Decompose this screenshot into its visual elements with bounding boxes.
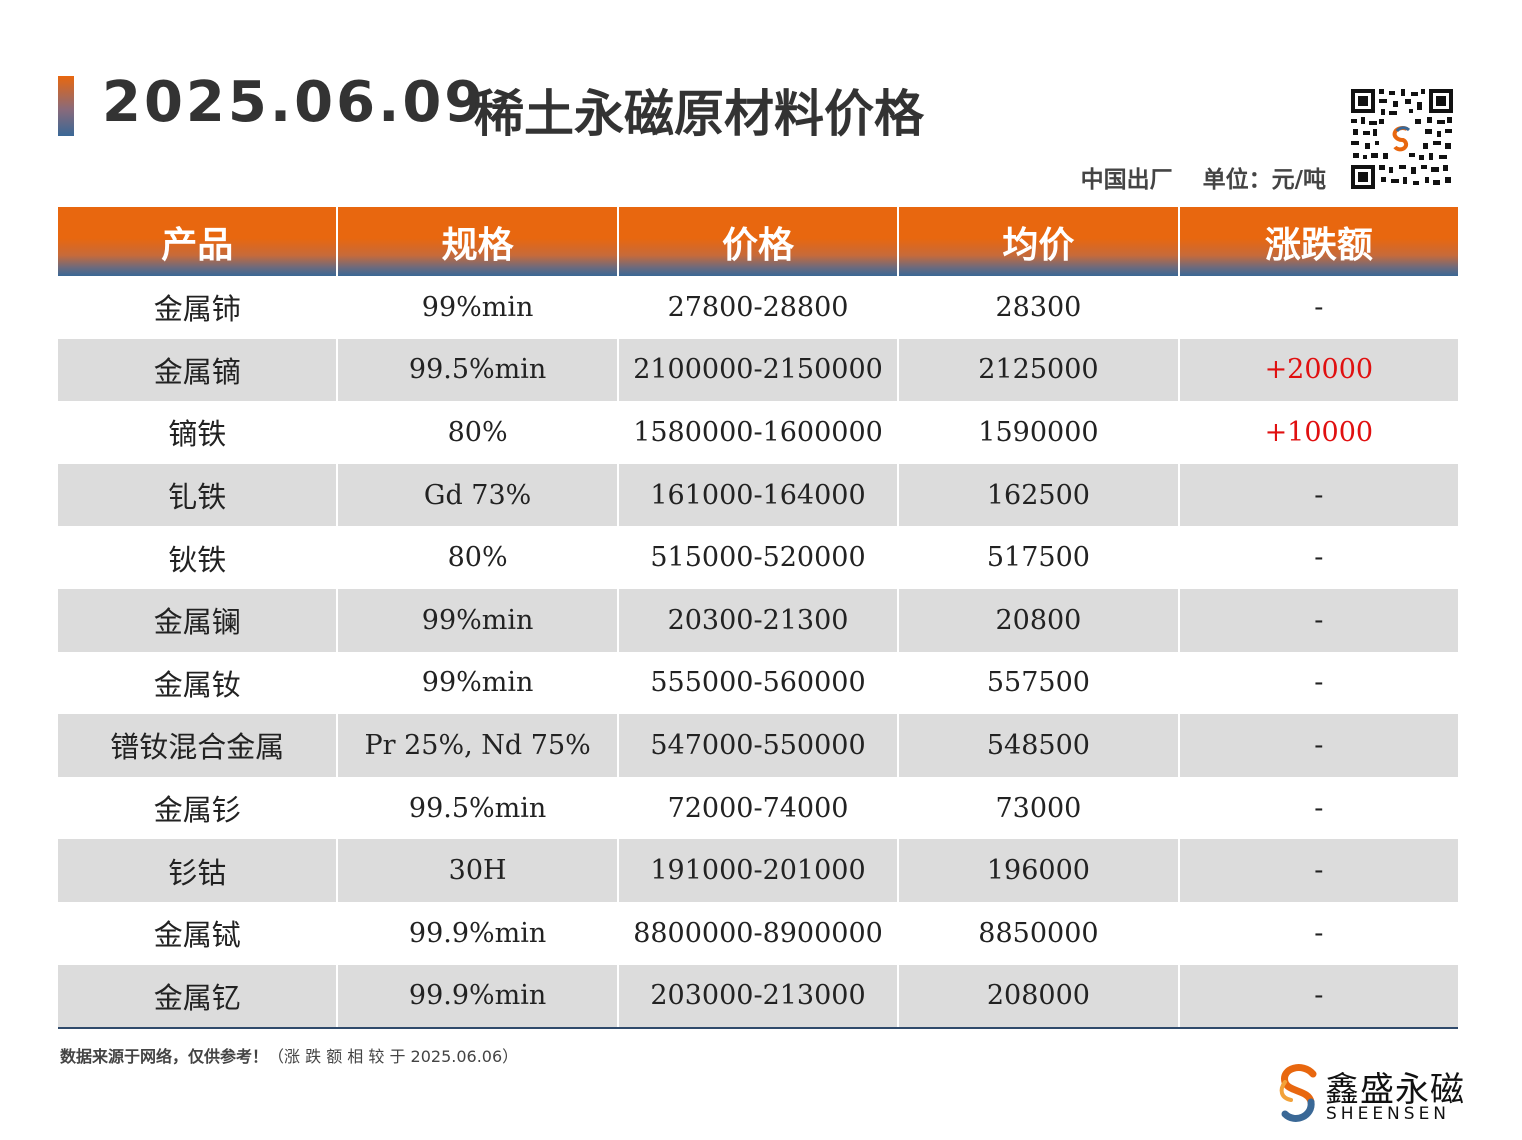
table-header: 产品 规格 价格 均价 涨跌额	[58, 207, 1458, 276]
cell-spec: 99.9%min	[338, 964, 619, 1028]
table-row: 金属铈 99%min 27800-28800 28300 -	[58, 276, 1458, 339]
cell-spec: 80%	[338, 401, 619, 464]
cell-change: -	[1314, 729, 1324, 761]
cell-product: 钆铁	[58, 463, 339, 527]
cell-product: 金属铽	[58, 901, 339, 965]
table-row: 金属镝 99.5%min 2100000-2150000 2125000 +20…	[58, 338, 1458, 402]
cell-avg: 73000	[899, 776, 1180, 840]
table-row: 钐钴 30H 191000-201000 196000 -	[58, 839, 1458, 902]
cell-product: 镨钕混合金属	[58, 714, 339, 777]
page-title: 稀土永磁原材料价格	[474, 85, 924, 143]
cell-avg: 2125000	[899, 338, 1180, 402]
cell-avg: 196000	[899, 839, 1180, 902]
cell-avg: 208000	[899, 964, 1180, 1028]
cell-change: +20000	[1264, 354, 1374, 386]
cell-avg: 28300	[899, 276, 1180, 339]
cell-avg: 557500	[899, 651, 1180, 715]
cell-spec: 99.5%min	[338, 338, 619, 402]
table-row: 镝铁 80% 1580000-1600000 1590000 +10000	[58, 401, 1458, 464]
unit-label: 单位：元/吨	[1202, 167, 1326, 193]
table-body: 金属铈 99%min 27800-28800 28300 - 金属镝 99.5%…	[58, 276, 1458, 1028]
cell-avg: 162500	[899, 463, 1180, 527]
cell-spec: 99.9%min	[338, 901, 619, 965]
table-row: 金属铽 99.9%min 8800000-8900000 8850000 -	[58, 901, 1458, 965]
table-row: 金属镧 99%min 20300-21300 20800 -	[58, 588, 1458, 652]
cell-product: 钬铁	[58, 526, 339, 589]
cell-avg: 517500	[899, 526, 1180, 589]
cell-product: 金属钕	[58, 651, 339, 715]
cell-price: 27800-28800	[619, 276, 900, 339]
cell-product: 金属镝	[58, 338, 339, 402]
cell-product: 金属镧	[58, 588, 339, 652]
sheensen-logo-icon	[1279, 1064, 1317, 1122]
cell-product: 钐钴	[58, 839, 339, 902]
cell-change: -	[1314, 479, 1324, 511]
cell-price: 203000-213000	[619, 964, 900, 1028]
cell-price: 20300-21300	[619, 588, 900, 652]
cell-price: 515000-520000	[619, 526, 900, 589]
table-row: 金属钐 99.5%min 72000-74000 73000 -	[58, 776, 1458, 840]
cell-product: 金属钇	[58, 964, 339, 1028]
cell-price: 547000-550000	[619, 714, 900, 777]
cell-spec: 99%min	[338, 651, 619, 715]
cell-spec: 80%	[338, 526, 619, 589]
cell-change: -	[1314, 980, 1324, 1012]
table-row: 金属钇 99.9%min 203000-213000 208000 -	[58, 964, 1458, 1028]
column-header-avg: 均价	[899, 207, 1180, 276]
unit-info: 中国出厂 单位：元/吨	[1081, 160, 1326, 194]
cell-price: 1580000-1600000	[619, 401, 900, 464]
cell-change: -	[1314, 291, 1324, 323]
cell-price: 8800000-8900000	[619, 901, 900, 965]
column-header-product: 产品	[58, 207, 339, 276]
cell-avg: 548500	[899, 714, 1180, 777]
column-header-price: 价格	[619, 207, 900, 276]
title-accent-bar	[58, 76, 74, 136]
cell-spec: 99%min	[338, 588, 619, 652]
cell-change: -	[1314, 542, 1324, 574]
source-disclaimer: 数据来源于网络，仅供参考！	[60, 1047, 269, 1066]
price-table: 产品 规格 价格 均价 涨跌额 金属铈 99%min 27800-28800 2…	[58, 207, 1458, 1030]
brand-name-en: SHEENSEN	[1326, 1104, 1451, 1124]
cell-change: -	[1314, 917, 1324, 949]
cell-avg: 8850000	[899, 901, 1180, 965]
comparison-note: （涨 跌 额 相 较 于 2025.06.06）	[268, 1047, 519, 1066]
table-row: 钬铁 80% 515000-520000 517500 -	[58, 526, 1458, 589]
cell-spec: Gd 73%	[338, 463, 619, 527]
cell-spec: Pr 25%, Nd 75%	[338, 714, 619, 777]
origin-label: 中国出厂	[1080, 167, 1173, 193]
cell-price: 161000-164000	[619, 463, 900, 527]
column-header-spec: 规格	[338, 207, 619, 276]
cell-change: -	[1314, 667, 1324, 699]
brand-logo: 鑫盛永磁 SHEENSEN	[1277, 1062, 1467, 1128]
cell-avg: 1590000	[899, 401, 1180, 464]
cell-price: 191000-201000	[619, 839, 900, 902]
cell-price: 72000-74000	[619, 776, 900, 840]
qr-code-icon[interactable]	[1349, 87, 1455, 191]
table-row: 镨钕混合金属 Pr 25%, Nd 75% 547000-550000 5485…	[58, 714, 1458, 777]
cell-price: 555000-560000	[619, 651, 900, 715]
column-header-change: 涨跌额	[1264, 224, 1373, 266]
cell-spec: 99%min	[338, 276, 619, 339]
source-note: 数据来源于网络，仅供参考！（涨 跌 额 相 较 于 2025.06.06）	[60, 1043, 518, 1067]
cell-change: -	[1314, 855, 1324, 887]
cell-change: +10000	[1264, 416, 1374, 448]
cell-price: 2100000-2150000	[619, 338, 900, 402]
cell-change: -	[1314, 792, 1324, 824]
table-bottom-rule	[58, 1027, 1458, 1030]
cell-product: 金属钐	[58, 776, 339, 840]
cell-change: -	[1314, 604, 1324, 636]
brand-name: 鑫盛永磁	[1325, 1070, 1465, 1110]
cell-product: 金属铈	[58, 276, 339, 339]
table-row: 钆铁 Gd 73% 161000-164000 162500 -	[58, 463, 1458, 527]
cell-product: 镝铁	[58, 401, 339, 464]
cell-spec: 99.5%min	[338, 776, 619, 840]
table-row: 金属钕 99%min 555000-560000 557500 -	[58, 651, 1458, 715]
report-date: 2025.06.09	[102, 70, 487, 135]
cell-avg: 20800	[899, 588, 1180, 652]
cell-spec: 30H	[338, 839, 619, 902]
